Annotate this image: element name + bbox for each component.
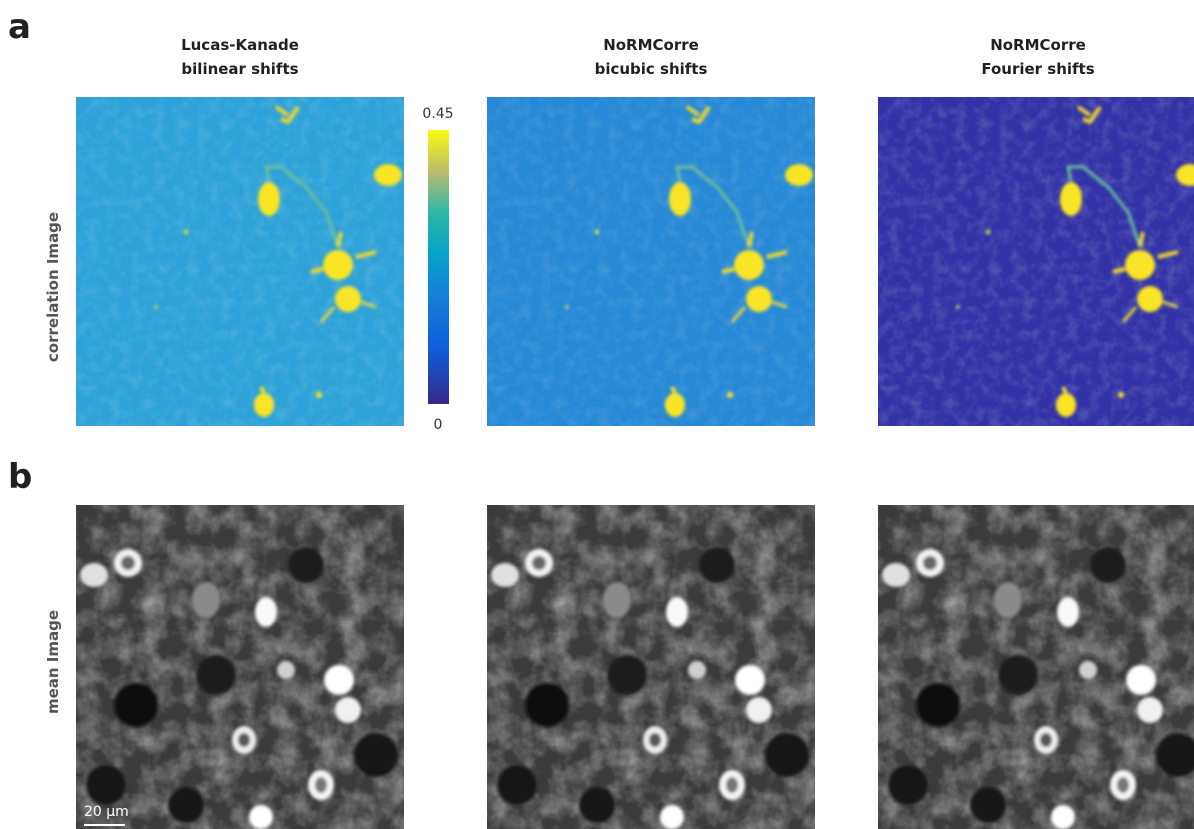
row-label: mean Image bbox=[44, 610, 62, 714]
mean-image bbox=[878, 505, 1194, 829]
column-title: Lucas-Kanade bbox=[181, 36, 299, 54]
correlation-image bbox=[878, 97, 1194, 426]
column-title: NoRMCorre bbox=[603, 36, 699, 54]
column-title: NoRMCorre bbox=[990, 36, 1086, 54]
figure: a b correlation Image mean Image Lucas-K… bbox=[0, 0, 1194, 829]
correlation-image bbox=[487, 97, 815, 426]
column-title: bilinear shifts bbox=[181, 60, 298, 78]
colorbar bbox=[428, 130, 449, 404]
mean-image bbox=[76, 505, 404, 829]
correlation-image bbox=[76, 97, 404, 426]
scale-bar-label: 20 µm bbox=[84, 804, 129, 820]
colorbar-tick-label: 0 bbox=[434, 417, 443, 433]
colorbar-tick-label: 0.45 bbox=[422, 106, 453, 122]
mean-image bbox=[487, 505, 815, 829]
column-title: bicubic shifts bbox=[595, 60, 708, 78]
panel-label: b bbox=[8, 457, 32, 497]
panel-label: a bbox=[8, 7, 31, 47]
column-title: Fourier shifts bbox=[981, 60, 1094, 78]
row-label: correlation Image bbox=[44, 212, 62, 362]
